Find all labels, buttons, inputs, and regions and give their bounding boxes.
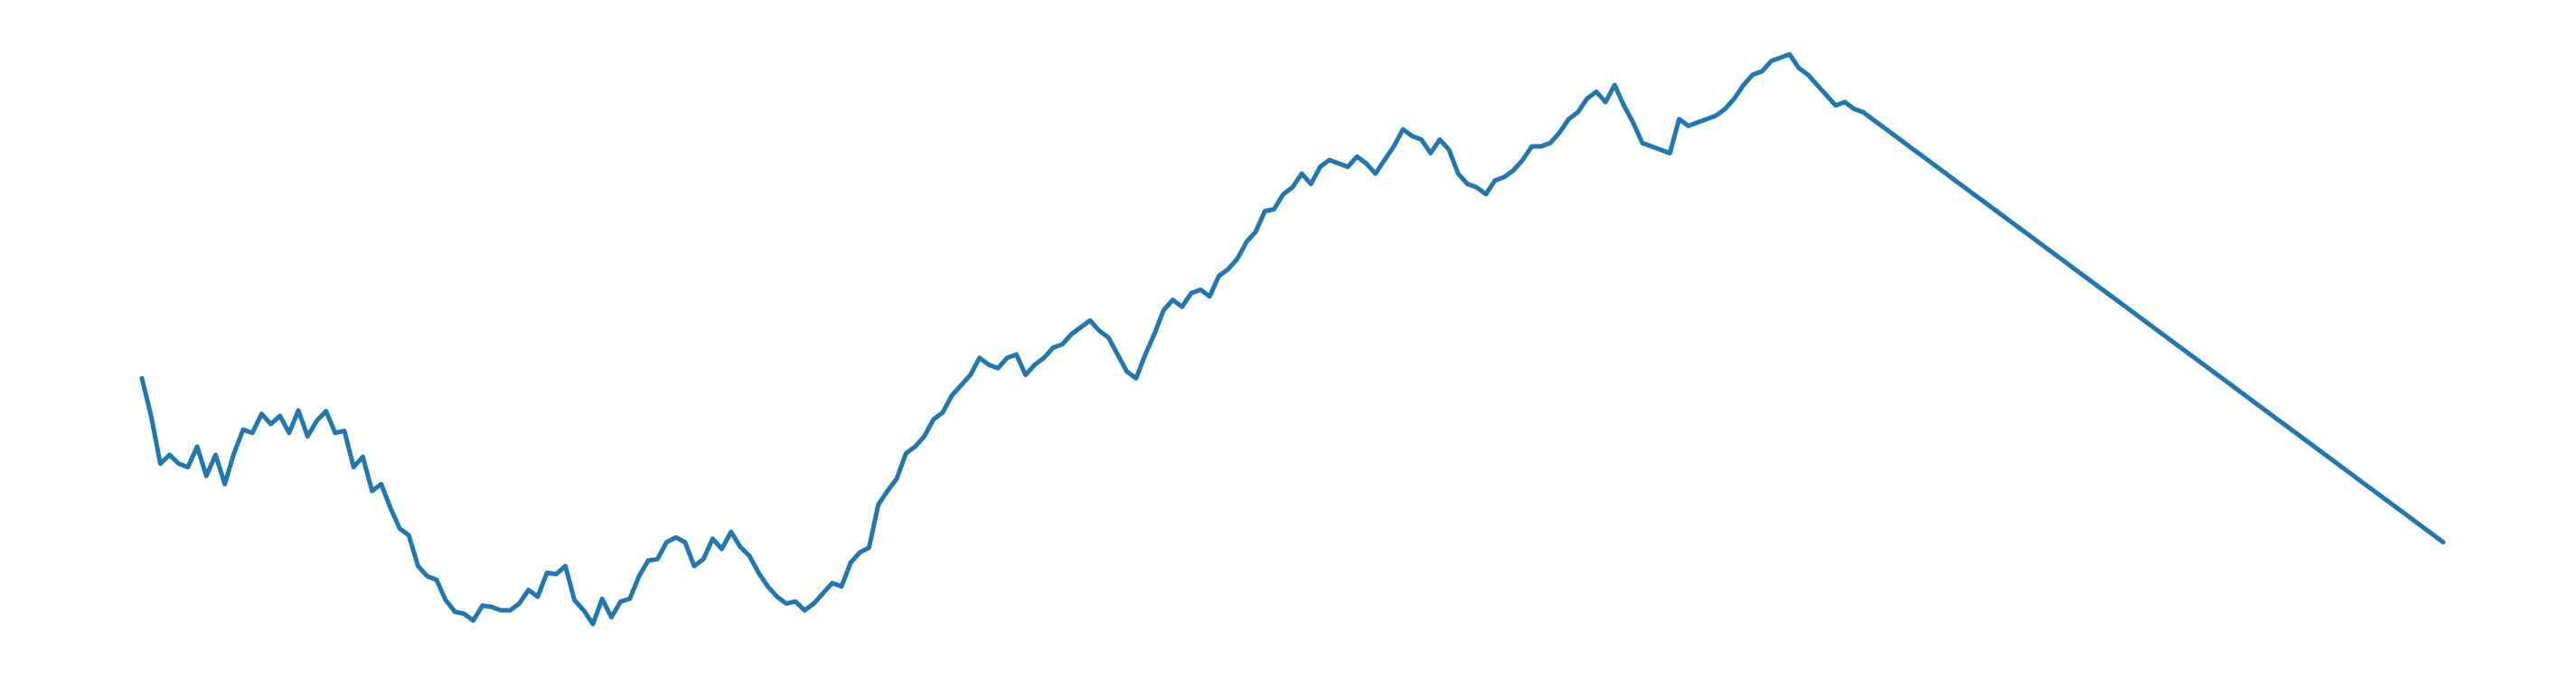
series-line-0: [139, 52, 2446, 627]
series-layer: [139, 52, 2446, 627]
